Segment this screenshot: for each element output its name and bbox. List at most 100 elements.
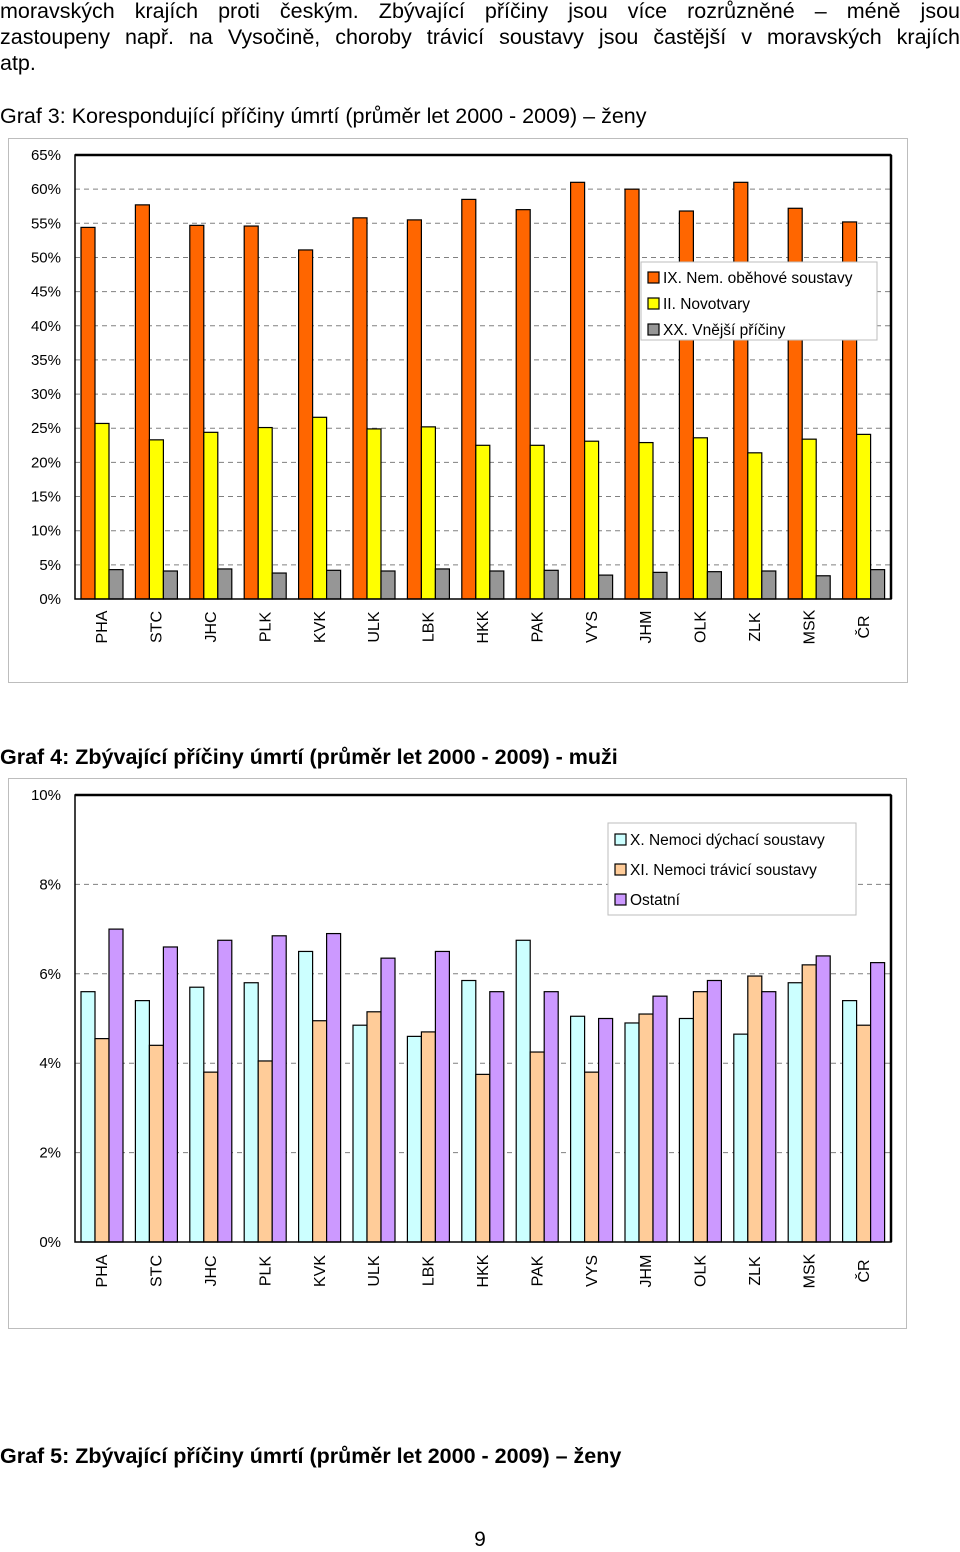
x-tick-label: LBK: [421, 1256, 438, 1287]
bar-3: [761, 570, 777, 600]
y-tick-label: 45%: [31, 284, 61, 301]
x-tick-label: OLK: [693, 611, 710, 643]
bar-1: [515, 209, 531, 600]
bar-2: [312, 416, 328, 600]
page-number: 9: [474, 1528, 486, 1551]
x-tick-label: JHM: [638, 611, 655, 644]
bar-2: [148, 1044, 164, 1243]
bar-2: [257, 1060, 273, 1243]
y-tick-label: 0%: [39, 591, 61, 608]
bar-3: [434, 568, 450, 600]
bar-2: [148, 439, 164, 600]
bar-1: [189, 224, 205, 600]
bar-2: [747, 452, 763, 600]
bar-3: [652, 571, 668, 600]
bar-1: [134, 1000, 151, 1243]
bar-1: [461, 979, 477, 1243]
bar-3: [217, 939, 233, 1243]
y-tick-label: 6%: [39, 966, 61, 983]
bar-2: [420, 426, 436, 600]
graf4-caption: Graf 4: Zbývající příčiny úmrtí (průměr …: [0, 745, 618, 769]
y-tick-label: 8%: [39, 876, 61, 893]
graf4-chart-svg: 0% 2% 4% 6% 8% 10% PHA STC JHC PLK KVK ULK LBK HKK PAK…: [31, 787, 893, 1288]
bar-3: [543, 569, 559, 600]
bar-1: [787, 982, 803, 1243]
x-tick-label: ZLK: [747, 612, 764, 642]
bar-1: [243, 225, 259, 600]
x-tick-label: OLK: [693, 1255, 710, 1287]
graf3-chart-svg: 0% 5% 10% 15% 20% 25% 30% 35% 40% 45% 50% 55% 60% 65%…: [31, 147, 893, 644]
y-tick-label: 25%: [31, 420, 61, 437]
y-tick-label: 55%: [31, 215, 61, 232]
bar-1: [624, 1022, 640, 1243]
bar-3: [543, 991, 559, 1243]
bar-2: [420, 1031, 436, 1243]
y-tick-label: 10%: [31, 787, 61, 804]
x-tick-label: ZLK: [747, 1256, 764, 1286]
bar-1: [461, 198, 477, 600]
legend-swatch: [647, 271, 660, 284]
x-tick-label: MSK: [801, 1253, 818, 1288]
bar-3: [815, 575, 831, 600]
bar-1: [406, 219, 422, 600]
intro-line-3: atp.: [0, 51, 36, 75]
bar-3: [326, 932, 342, 1243]
bar-2: [801, 438, 817, 600]
bar-3: [597, 574, 614, 600]
bar-1: [624, 188, 640, 600]
y-tick-label: 15%: [31, 489, 61, 506]
legend-label: Ostatní: [630, 892, 681, 909]
bar-3: [108, 928, 124, 1243]
legend: [607, 822, 857, 916]
x-tick-label: HKK: [475, 1254, 492, 1287]
graf4-chart: 0% 2% 4% 6% 8% 10% PHA STC JHC PLK KVK ULK LBK HKK PAK…: [8, 778, 907, 1329]
x-tick-label: KVK: [312, 611, 329, 643]
bar-3: [597, 1017, 614, 1243]
bar-2: [203, 1071, 219, 1243]
bar-1: [298, 950, 314, 1243]
x-tick-label: PAK: [529, 611, 546, 642]
bar-3: [380, 957, 396, 1243]
bar-2: [692, 437, 709, 600]
bar-2: [583, 440, 600, 600]
x-tick-label: JHM: [638, 1255, 655, 1288]
legend-swatch: [647, 323, 660, 336]
bar-1: [515, 939, 531, 1243]
bar-2: [855, 1024, 872, 1243]
bar-1: [134, 204, 151, 600]
bar-2: [475, 444, 491, 600]
graf3-caption: Graf 3: Korespondující příčiny úmrtí (pr…: [0, 104, 647, 128]
x-tick-label: LBK: [421, 612, 438, 643]
bar-1: [80, 991, 96, 1243]
legend: [640, 261, 878, 341]
graf3-chart: 0% 5% 10% 15% 20% 25% 30% 35% 40% 45% 50% 55% 60% 65%…: [8, 138, 908, 683]
legend-label: II. Novotvary: [663, 296, 750, 313]
bar-3: [652, 995, 668, 1243]
bar-2: [855, 433, 872, 600]
bar-2: [747, 975, 763, 1243]
y-tick-label: 20%: [31, 454, 61, 471]
y-tick-label: 40%: [31, 318, 61, 335]
bar-3: [815, 955, 831, 1243]
x-tick-label: VYS: [584, 1255, 601, 1287]
y-tick-label: 50%: [31, 249, 61, 266]
x-tick-label: PLK: [257, 1256, 274, 1287]
bar-3: [761, 991, 777, 1243]
bar-2: [203, 431, 219, 600]
x-tick-label: ULK: [366, 611, 383, 642]
bar-3: [380, 570, 396, 600]
bar-3: [326, 569, 342, 600]
x-tick-label: PHA: [94, 610, 111, 643]
bar-1: [678, 1017, 695, 1243]
bar-3: [271, 572, 287, 600]
bar-1: [352, 1024, 368, 1243]
x-tick-label: PAK: [529, 1255, 546, 1286]
y-tick-label: 30%: [31, 386, 61, 403]
x-tick-label: JHC: [203, 1255, 220, 1286]
x-tick-label: VYS: [584, 611, 601, 643]
bar-1: [569, 1015, 586, 1243]
bar-1: [189, 986, 205, 1243]
y-tick-label: 35%: [31, 352, 61, 369]
bar-3: [489, 570, 505, 600]
y-tick-label: 2%: [39, 1145, 61, 1162]
